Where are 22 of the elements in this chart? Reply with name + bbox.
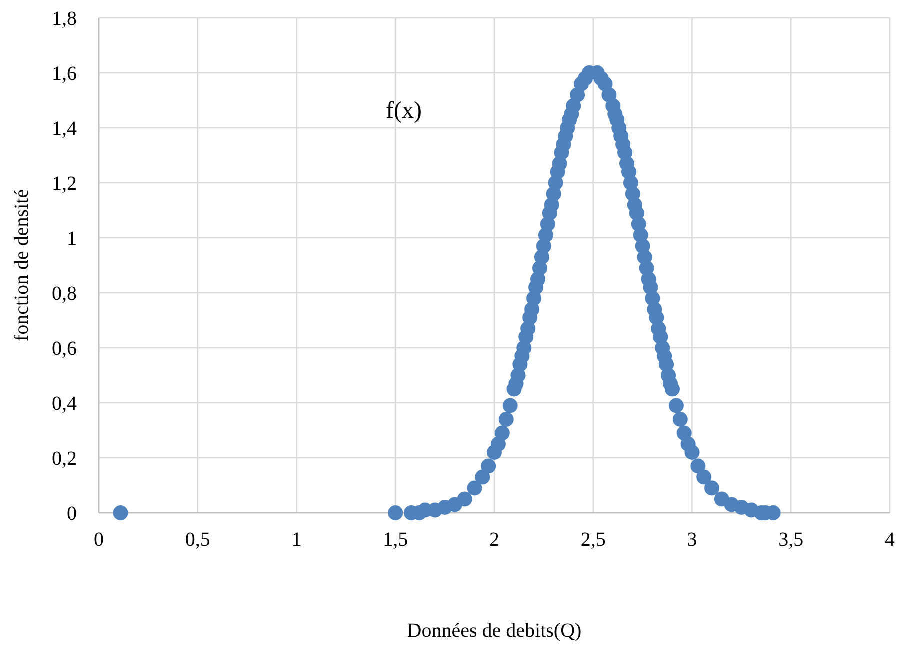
x-tick-label: 3 bbox=[687, 529, 698, 551]
y-tick-label: 0 bbox=[67, 503, 77, 525]
y-tick-label: 1 bbox=[67, 228, 77, 250]
x-axis-title: Données de debits(Q) bbox=[407, 620, 582, 642]
y-tick-label: 0,6 bbox=[52, 338, 77, 360]
y-tick-label: 0,8 bbox=[52, 283, 77, 305]
annotation: f(x) bbox=[386, 98, 422, 124]
x-tick-label: 1 bbox=[292, 529, 302, 551]
x-tick-label: 1,5 bbox=[383, 529, 408, 551]
x-tick-label: 4 bbox=[885, 529, 895, 551]
x-tick-label: 2,5 bbox=[580, 529, 606, 551]
x-tick-label: 0 bbox=[94, 529, 104, 551]
y-axis-title: fonction de densité bbox=[11, 189, 33, 342]
x-tick-label: 0,5 bbox=[185, 529, 210, 551]
y-tick-label: 1,6 bbox=[52, 63, 77, 85]
y-tick-label: 0,2 bbox=[52, 448, 77, 470]
y-tick-label: 1,2 bbox=[52, 173, 77, 195]
x-tick-label: 2 bbox=[490, 529, 500, 551]
y-tick-label: 0,4 bbox=[52, 393, 77, 415]
x-tick-label: 3,5 bbox=[778, 529, 804, 551]
y-tick-label: 1,8 bbox=[52, 8, 77, 30]
y-tick-label: 1,4 bbox=[52, 118, 77, 140]
